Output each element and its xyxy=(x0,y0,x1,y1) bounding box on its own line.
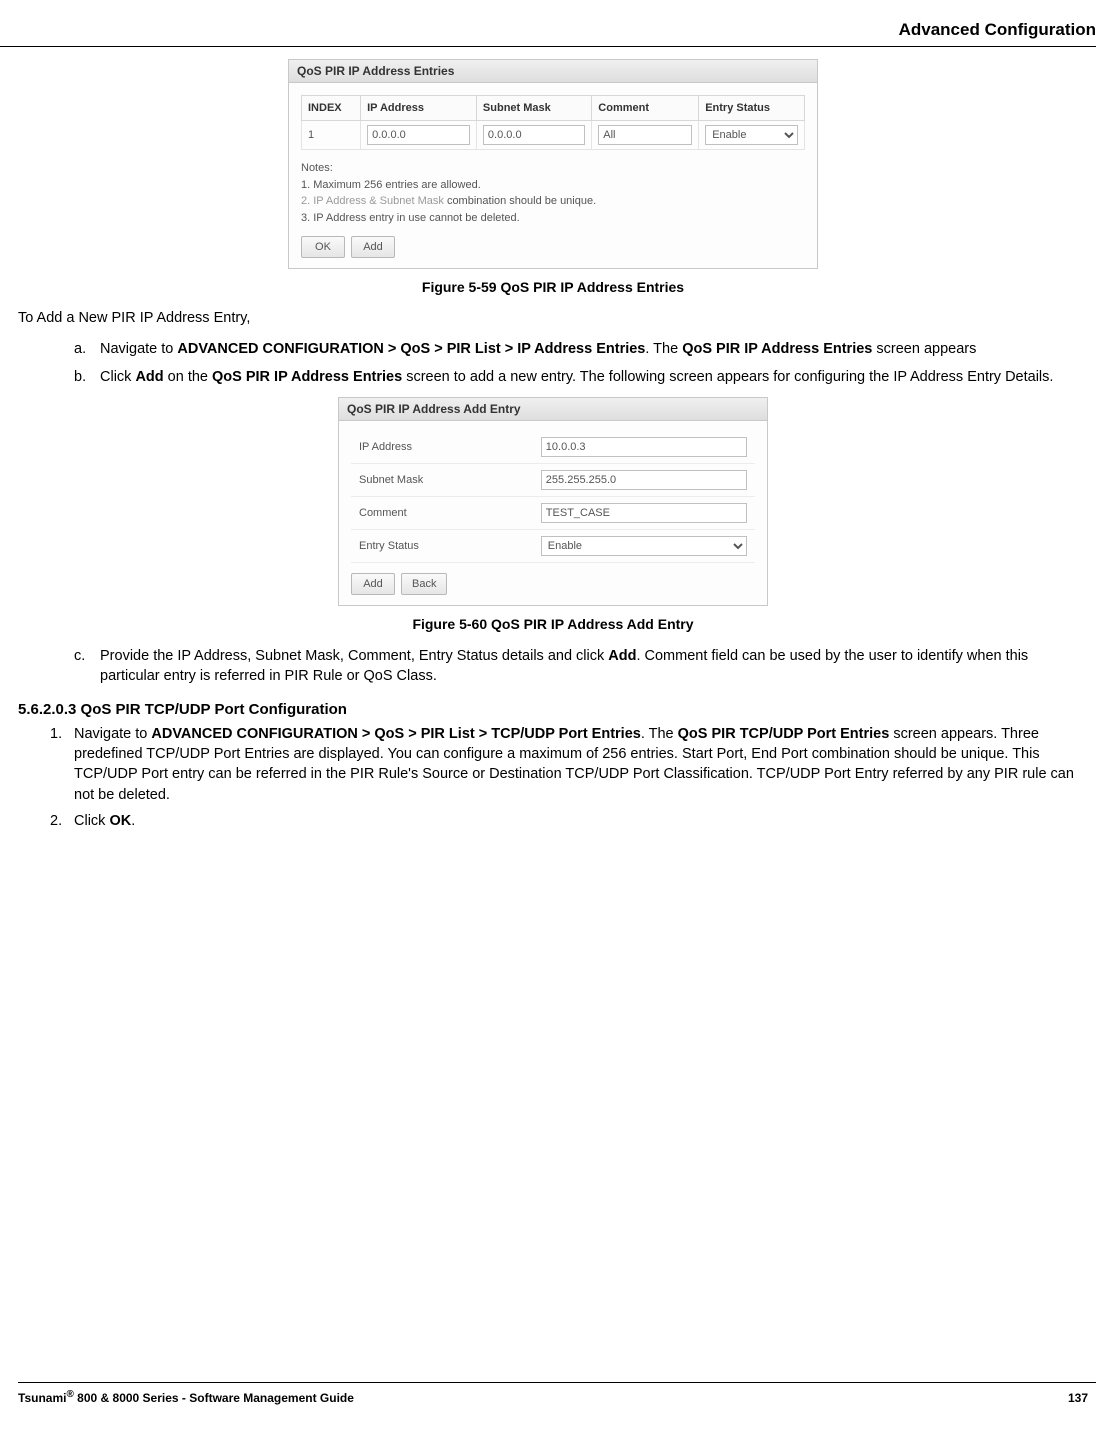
col-mask: Subnet Mask xyxy=(476,96,591,121)
table-row: 1 Enable xyxy=(302,121,805,150)
panel2-add-button[interactable]: Add xyxy=(351,573,395,595)
col-status: Entry Status xyxy=(699,96,805,121)
status-label: Entry Status xyxy=(351,530,533,563)
step-c: c. Provide the IP Address, Subnet Mask, … xyxy=(74,646,1088,687)
panel1-notes: Notes: 1. Maximum 256 entries are allowe… xyxy=(301,160,805,226)
add-status-select[interactable]: Enable xyxy=(541,536,747,556)
page-footer: Tsunami® 800 & 8000 Series - Software Ma… xyxy=(0,1382,1096,1405)
ip-entries-table: INDEX IP Address Subnet Mask Comment Ent… xyxy=(301,95,805,150)
num-step-1: 1. Navigate to ADVANCED CONFIGURATION > … xyxy=(50,724,1088,805)
footer-left: Tsunami® 800 & 8000 Series - Software Ma… xyxy=(18,1389,354,1405)
footer-rule xyxy=(18,1382,1096,1383)
add-mask-input[interactable] xyxy=(541,470,747,490)
cell-index: 1 xyxy=(302,121,361,150)
mask-input[interactable] xyxy=(483,125,585,145)
ip-input[interactable] xyxy=(367,125,470,145)
num-step-2: 2. Click OK. xyxy=(50,811,1088,831)
col-comment: Comment xyxy=(592,96,699,121)
figure-caption-1: Figure 5-59 QoS PIR IP Address Entries xyxy=(18,279,1088,295)
panel1-title: QoS PIR IP Address Entries xyxy=(289,60,817,83)
col-ip: IP Address xyxy=(361,96,477,121)
qos-pir-ip-entries-panel: QoS PIR IP Address Entries INDEX IP Addr… xyxy=(288,59,818,269)
panel2-back-button[interactable]: Back xyxy=(401,573,447,595)
ip-label: IP Address xyxy=(351,431,533,464)
note-2: 2. IP Address & Subnet Mask combination … xyxy=(301,193,805,210)
step-a: a. Navigate to ADVANCED CONFIGURATION > … xyxy=(74,339,1088,359)
add-comment-input[interactable] xyxy=(541,503,747,523)
step-b: b. Click Add on the QoS PIR IP Address E… xyxy=(74,367,1088,387)
note-3: 3. IP Address entry in use cannot be del… xyxy=(301,210,805,227)
mask-label: Subnet Mask xyxy=(351,464,533,497)
comment-label: Comment xyxy=(351,497,533,530)
figure-caption-2: Figure 5-60 QoS PIR IP Address Add Entry xyxy=(18,616,1088,632)
qos-pir-ip-add-panel: QoS PIR IP Address Add Entry IP Address … xyxy=(338,397,768,606)
ok-button[interactable]: OK xyxy=(301,236,345,258)
panel2-title: QoS PIR IP Address Add Entry xyxy=(339,398,767,421)
status-select[interactable]: Enable xyxy=(705,125,798,145)
note-1: 1. Maximum 256 entries are allowed. xyxy=(301,177,805,194)
comment-input[interactable] xyxy=(598,125,692,145)
footer-page-number: 137 xyxy=(1068,1391,1088,1405)
add-ip-input[interactable] xyxy=(541,437,747,457)
section-heading: 5.6.2.0.3 QoS PIR TCP/UDP Port Configura… xyxy=(18,701,1088,718)
col-index: INDEX xyxy=(302,96,361,121)
header-rule xyxy=(0,46,1096,47)
notes-label: Notes: xyxy=(301,160,805,177)
add-button[interactable]: Add xyxy=(351,236,395,258)
intro-text: To Add a New PIR IP Address Entry, xyxy=(18,309,1088,329)
page-header-title: Advanced Configuration xyxy=(0,20,1096,40)
